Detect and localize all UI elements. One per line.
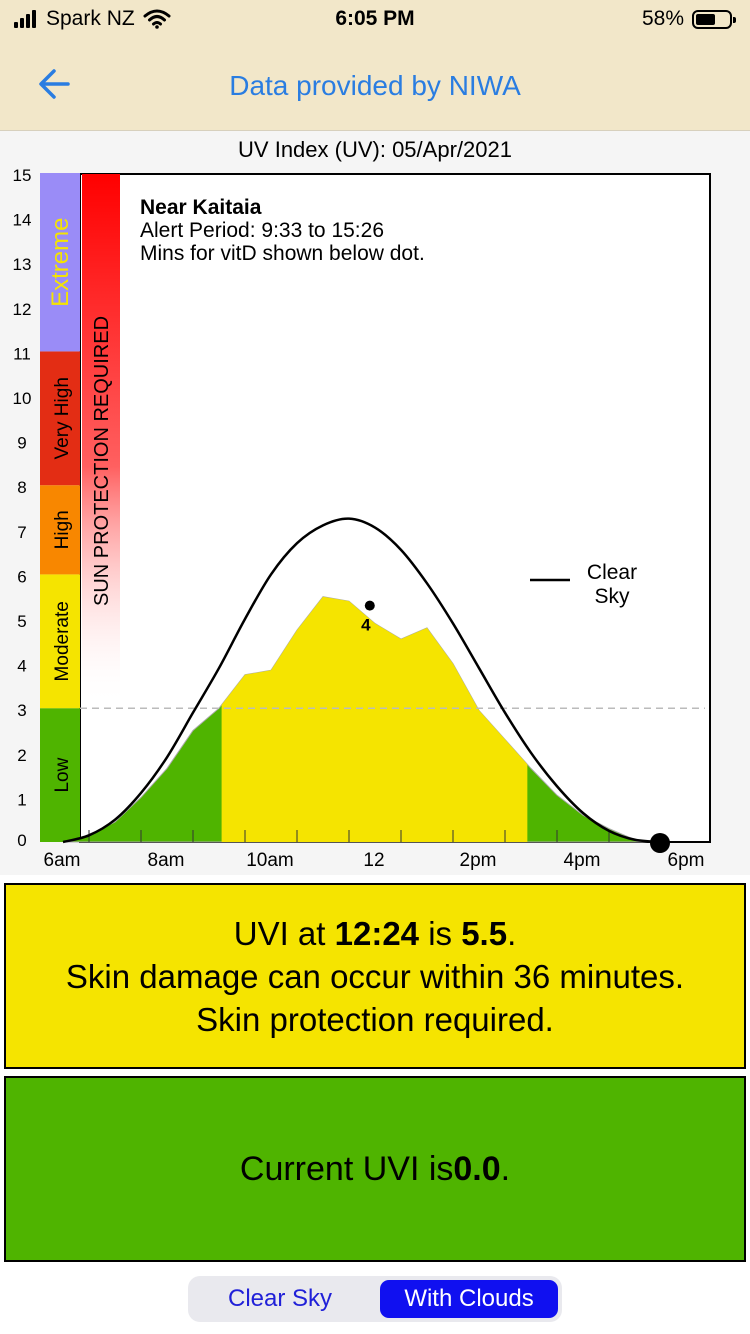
x-axis-ticks: 6am 8am 10am 12 2pm 4pm 6pm: [44, 850, 705, 871]
nav-bar: Data provided by NIWA: [0, 40, 750, 131]
vitd-note-label: Mins for vitD shown below dot.: [140, 242, 425, 265]
uvi-line-1: UVI at 12:24 is 5.5.: [234, 912, 517, 955]
uv-band-moderate: [40, 574, 80, 709]
legend-clear-sky: Clear Sky: [530, 561, 637, 608]
uvi-time: 12:24: [334, 914, 420, 952]
legend-label-2: Sky: [594, 585, 630, 608]
uv-band-high: [40, 485, 80, 575]
y-tick-label: 13: [13, 255, 32, 274]
x-tick-label: 4pm: [564, 850, 601, 871]
x-tick-label: 12: [363, 850, 384, 871]
uvi-line-2: Skin damage can occur within 36 minutes.: [65, 957, 685, 995]
vitd-marker-dot: [364, 600, 375, 611]
uv-band-low: [40, 708, 80, 842]
uvi-value: 5.5: [461, 914, 508, 952]
chart-title: UV Index (UV): 05/Apr/2021: [238, 137, 512, 162]
uv-band-very-high: [40, 351, 80, 486]
status-left: Spark NZ: [14, 7, 171, 31]
uvi-mid: is: [419, 914, 462, 952]
uv-band-label: Extreme: [47, 218, 74, 307]
with-clouds-option[interactable]: With Clouds: [380, 1280, 558, 1318]
uv-chart-area: UV Index (UV): 05/Apr/2021 Low Moderate Hi…: [0, 131, 750, 875]
uv-area: [62, 596, 662, 843]
uv-band-label: Moderate: [52, 601, 73, 681]
arrow-left-icon: [39, 69, 70, 99]
uv-band-label: Very High: [52, 377, 73, 459]
uvi-prefix: UVI at: [233, 914, 335, 952]
x-tick-label: 10am: [246, 850, 294, 871]
y-tick-label: 4: [17, 657, 26, 676]
y-tick-label: 11: [13, 344, 31, 363]
y-tick-label: 0: [17, 831, 26, 850]
wifi-icon: [143, 9, 171, 29]
x-tick-label: 8am: [148, 850, 185, 871]
y-tick-label: 9: [17, 434, 26, 453]
sun-protection-label: SUN PROTECTION REQUIRED: [91, 316, 113, 606]
cellular-signal-icon: [14, 10, 38, 28]
current-suffix: .: [500, 1149, 511, 1188]
uv-chart: UV Index (UV): 05/Apr/2021 Low Moderate Hi…: [13, 137, 711, 871]
nav-title: Data provided by NIWA: [229, 70, 521, 101]
uv-band-label: High: [52, 510, 73, 549]
x-tick-label: 2pm: [460, 850, 497, 871]
status-right: 58%: [641, 7, 736, 31]
status-time: 6:05 PM: [335, 7, 415, 30]
battery-icon: [692, 9, 736, 29]
vitd-marker-label: 4: [361, 616, 371, 635]
status-bar: Spark NZ 6:05 PM 58%: [0, 0, 750, 40]
carrier-name: Spark NZ: [46, 7, 135, 30]
sun-protection-bar: [82, 174, 120, 706]
clear-sky-line: [62, 517, 662, 844]
location-label: Near Kaitaia: [140, 196, 262, 219]
clear-sky-option[interactable]: Clear Sky: [227, 1285, 333, 1312]
y-tick-label: 12: [13, 300, 32, 319]
alert-period-label: Alert Period: 9:33 to 15:26: [140, 219, 384, 242]
y-tick-label: 3: [17, 701, 26, 720]
y-tick-label: 2: [17, 746, 26, 765]
y-tick-label: 14: [13, 211, 32, 230]
current-uvi-panel: Current UVI is 0.0.: [4, 1076, 746, 1262]
y-tick-label: 6: [17, 567, 26, 586]
uv-band-label: Low: [52, 757, 73, 792]
uvi-suffix: .: [507, 914, 517, 952]
current-value: 0.0: [453, 1149, 501, 1188]
uv-band-extreme: [40, 173, 80, 352]
back-button[interactable]: [32, 62, 80, 106]
y-tick-label: 8: [17, 478, 26, 497]
y-tick-label: 10: [13, 389, 32, 408]
uvi-line-3: Skin protection required.: [196, 1000, 554, 1038]
x-tick-label: 6am: [44, 850, 81, 871]
clouds-area-yellow: [221, 596, 528, 842]
legend-label-1: Clear: [587, 561, 637, 584]
sky-mode-toggle: Clear Sky With Clouds: [188, 1276, 562, 1322]
y-tick-label: 1: [17, 790, 26, 809]
y-tick-label: 5: [17, 612, 26, 631]
uv-bands: Low Moderate High Very High Extreme: [40, 173, 80, 842]
current-time-marker: [650, 833, 670, 853]
battery-percent: 58%: [641, 7, 684, 30]
uvi-info-panel: UVI at 12:24 is 5.5. Skin damage can occ…: [4, 883, 746, 1069]
y-tick-label: 7: [17, 523, 26, 542]
x-tick-label: 6pm: [668, 850, 705, 871]
y-tick-label: 15: [13, 166, 32, 185]
current-prefix: Current UVI is: [239, 1149, 454, 1188]
